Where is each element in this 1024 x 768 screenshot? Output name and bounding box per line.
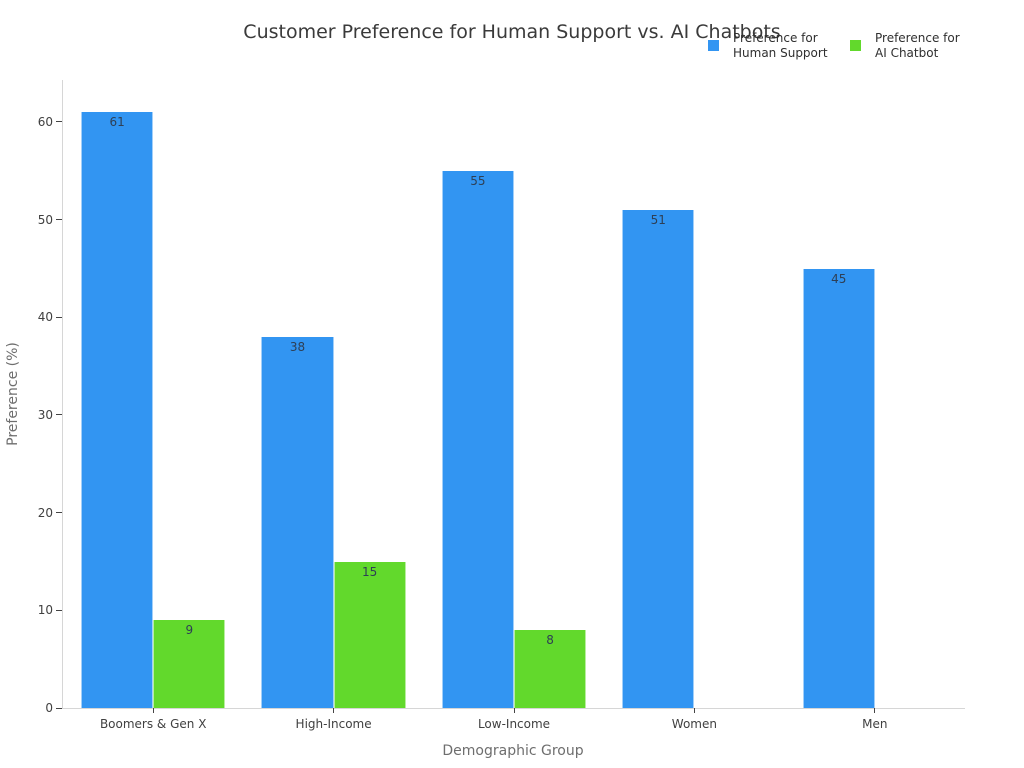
y-tick-label: 40 [37,310,53,325]
legend-label: Preference for Human Support [733,31,828,60]
bar: 45 [802,268,875,708]
x-tick-mark [152,708,154,713]
y-tick-mark [56,707,62,709]
y-tick-label: 0 [45,701,53,715]
bar: 55 [441,170,514,708]
x-tick-label: Men [862,717,888,731]
legend-item[interactable]: Preference for Human Support [708,31,828,60]
legend-label: Preference for AI Chatbot [875,31,960,60]
y-tick-mark [56,219,62,221]
bar-value-label: 15 [362,564,378,579]
y-tick-label: 30 [37,407,53,422]
x-tick-label: High-Income [295,717,372,731]
x-tick-mark [874,708,876,713]
legend-item[interactable]: Preference for AI Chatbot [850,31,960,60]
bar: 9 [153,620,226,708]
x-tick-label: Low-Income [477,717,551,731]
bar-value-label: 8 [546,632,554,647]
x-tick-mark [513,708,515,713]
x-tick-mark [333,708,335,713]
y-tick-mark [56,316,62,318]
x-tick-mark [693,708,695,713]
legend-swatch [708,40,719,51]
bar-value-label: 38 [289,339,306,354]
y-axis-title: Preference (%) [5,342,21,446]
x-axis-title: Demographic Group [442,743,584,759]
y-tick-mark [56,414,62,416]
y-tick-mark [56,609,62,611]
y-tick-label: 50 [37,212,53,227]
bar-value-label: 55 [470,173,486,188]
plot-area: 0 10 20 30 40 50 60 Boomers & Gen X High-Income L… [38,80,965,731]
x-tick-label: Boomers & Gen X [99,717,207,731]
bar: 51 [622,209,695,708]
legend-swatch [850,40,861,51]
bar: 8 [514,629,587,708]
bar: 61 [81,112,154,708]
y-tick-label: 60 [37,114,53,129]
chart-title: Customer Preference for Human Support vs… [243,21,781,43]
y-tick-mark [56,512,62,514]
bar-value-label: 9 [185,623,194,638]
y-tick-mark [56,121,62,123]
y-tick-label: 10 [37,603,53,618]
bar: 15 [333,561,406,708]
bar-value-label: 45 [831,271,847,286]
bar: 38 [261,336,334,708]
bar-value-label: 51 [650,212,666,227]
bar-value-label: 61 [109,115,125,130]
x-tick-label: Women [671,717,717,731]
y-tick-label: 20 [37,505,53,520]
